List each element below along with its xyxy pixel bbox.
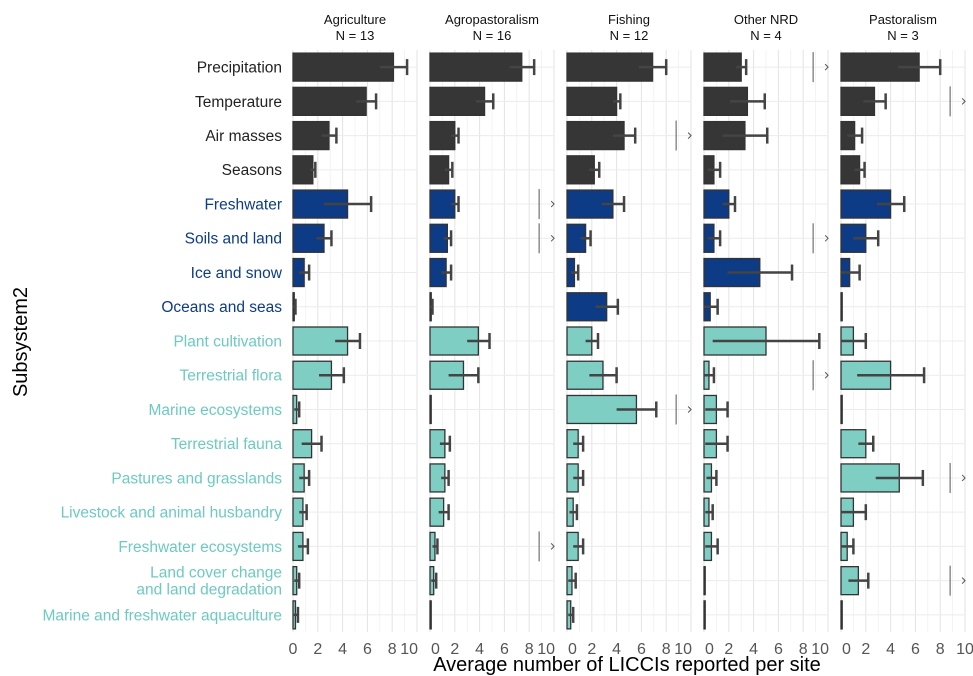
bar-1-4 xyxy=(429,189,456,219)
panel-n: N = 16 xyxy=(473,28,512,43)
x-tick-label: 8 xyxy=(662,641,671,658)
offscale-arrow xyxy=(961,577,966,585)
bar-3-16 xyxy=(703,600,706,630)
x-axis-title: Average number of LICCIs reported per si… xyxy=(433,654,821,676)
bar-0-3 xyxy=(292,155,314,185)
x-tick-label: 6 xyxy=(363,641,372,658)
category-label: Soils and land xyxy=(185,231,282,248)
x-tick-label: 4 xyxy=(475,641,484,658)
category-label: Marine and freshwater aquaculture xyxy=(42,607,282,624)
x-tick-label: 10 xyxy=(811,641,829,658)
category-label: Freshwater xyxy=(204,196,282,213)
panel-title: Pastoralism xyxy=(869,12,937,27)
x-tick-label: 8 xyxy=(388,641,397,658)
bar-4-7 xyxy=(840,292,843,322)
bar-0-9 xyxy=(292,360,333,390)
x-tick-label: 2 xyxy=(861,641,870,658)
x-tick-label: 4 xyxy=(612,641,621,658)
x-tick-label: 10 xyxy=(956,641,973,658)
x-tick-label: 10 xyxy=(674,641,692,658)
category-label: Oceans and seas xyxy=(161,299,282,316)
bar-1-0 xyxy=(429,52,523,82)
category-label-line: Land cover change xyxy=(150,565,282,582)
category-label: Seasons xyxy=(222,162,283,179)
x-tick-label: 0 xyxy=(431,641,440,658)
x-tick-label: 6 xyxy=(774,641,783,658)
bar-2-0 xyxy=(566,52,654,82)
x-tick-label: 0 xyxy=(289,641,298,658)
category-label: Freshwater ecosystems xyxy=(118,539,282,556)
offscale-arrow xyxy=(550,543,555,550)
offscale-arrow xyxy=(550,200,555,208)
category-label: Terrestrial fauna xyxy=(171,436,283,453)
panel-n: N = 4 xyxy=(750,28,781,43)
error-bars xyxy=(293,52,966,623)
category-label: Precipitation xyxy=(197,60,282,77)
x-tick-label: 0 xyxy=(568,641,577,658)
offscale-arrow xyxy=(824,63,829,71)
x-tick-label: 4 xyxy=(338,641,347,658)
offscale-arrow xyxy=(687,132,692,139)
x-tick-label: 10 xyxy=(537,641,555,658)
bar-1-16 xyxy=(429,600,432,630)
x-tick-label: 0 xyxy=(842,641,851,658)
y-axis-title: Subsystem2 xyxy=(10,287,32,397)
offscale-arrow xyxy=(687,406,692,413)
bar-0-1 xyxy=(292,86,367,117)
bar-2-1 xyxy=(566,86,618,117)
offscale-arrow xyxy=(824,371,829,379)
bar-4-16 xyxy=(840,600,843,630)
bar-0-0 xyxy=(292,52,395,82)
bar-3-0 xyxy=(703,52,742,82)
x-tick-label: 4 xyxy=(886,641,895,658)
panel-n: N = 3 xyxy=(887,28,918,43)
x-tick-label: 2 xyxy=(450,641,459,658)
x-tick-label: 6 xyxy=(637,641,646,658)
category-label: Air masses xyxy=(205,128,282,145)
x-tick-label: 8 xyxy=(936,641,945,658)
category-label: Land cover change and land degradation xyxy=(136,565,282,599)
x-tick-label: 8 xyxy=(525,641,534,658)
x-tick-label: 2 xyxy=(313,641,322,658)
panel-title: Agropastoralism xyxy=(445,12,539,27)
panel-n: N = 12 xyxy=(610,28,649,43)
panel-n: N = 13 xyxy=(336,28,375,43)
x-tick-label: 10 xyxy=(400,641,418,658)
category-label-line: and land degradation xyxy=(136,582,282,599)
category-label: Livestock and animal husbandry xyxy=(61,505,283,522)
bar-3-15 xyxy=(703,565,706,596)
bar-1-10 xyxy=(429,394,432,425)
category-label: Marine ecosystems xyxy=(148,402,282,419)
x-tick-label: 2 xyxy=(724,641,733,658)
category-label: Plant cultivation xyxy=(173,333,282,350)
x-tick-label: 4 xyxy=(749,641,758,658)
x-tick-label: 2 xyxy=(587,641,596,658)
panel-title: Agriculture xyxy=(324,12,386,27)
category-label: Temperature xyxy=(195,94,282,111)
category-label: Pastures and grasslands xyxy=(111,470,282,487)
x-tick-label: 0 xyxy=(705,641,714,658)
category-label: Terrestrial flora xyxy=(180,368,283,385)
x-tick-label: 8 xyxy=(799,641,808,658)
x-tick-label: 6 xyxy=(500,641,509,658)
offscale-arrow xyxy=(961,97,966,105)
offscale-arrow xyxy=(961,474,966,482)
x-tick-label: 6 xyxy=(911,641,920,658)
panel-title: Other NRD xyxy=(734,12,798,27)
panel-title: Fishing xyxy=(608,12,650,27)
offscale-arrow xyxy=(550,234,555,242)
bar-1-2 xyxy=(429,120,456,151)
bar-4-10 xyxy=(840,394,843,425)
category-label: Ice and snow xyxy=(191,265,283,282)
offscale-arrow xyxy=(824,234,829,242)
